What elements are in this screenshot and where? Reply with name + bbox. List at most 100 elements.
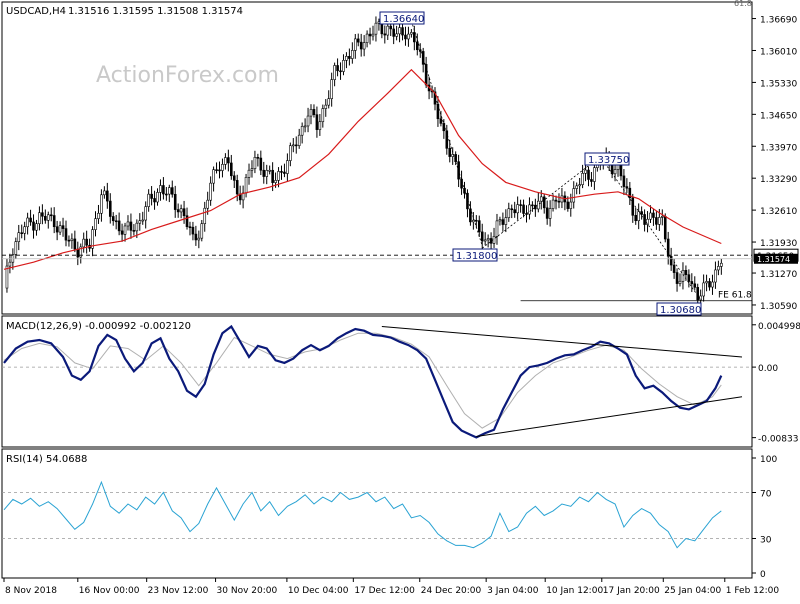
candle [371, 25, 375, 41]
candle [351, 42, 354, 64]
candle [235, 174, 239, 202]
candle [507, 202, 511, 222]
candle [678, 273, 682, 287]
candle [168, 184, 171, 203]
candle [176, 203, 180, 218]
candle [637, 203, 640, 230]
candle [289, 142, 292, 167]
candle [26, 212, 29, 235]
candle [495, 213, 499, 245]
candle [477, 215, 481, 237]
candle [215, 162, 218, 174]
candle [188, 221, 192, 236]
candle [91, 226, 94, 257]
candle [61, 217, 65, 237]
macd-tick-label: 0.00 [758, 364, 778, 374]
candle [153, 190, 156, 210]
candle [182, 200, 186, 224]
candle [655, 211, 658, 230]
candle [336, 58, 339, 77]
candle [280, 165, 283, 180]
candle [259, 150, 263, 176]
candle [138, 213, 142, 231]
price-tick-label: 1.34650 [760, 111, 797, 121]
candle [342, 54, 345, 76]
candle [519, 199, 522, 213]
candle [315, 106, 319, 138]
candle [345, 52, 348, 69]
candle [330, 72, 333, 107]
candle [407, 26, 410, 47]
candle [590, 171, 593, 187]
candle [67, 235, 71, 247]
rsi-chart [2, 480, 752, 549]
candle [498, 216, 502, 226]
candle [162, 177, 165, 200]
candle [705, 274, 708, 292]
rsi-label: RSI(14) 54.0688 [6, 454, 87, 465]
wave-trend-line [599, 156, 701, 301]
svg-text:1.33750: 1.33750 [588, 155, 629, 166]
candle [548, 200, 552, 227]
candle [203, 201, 207, 232]
price-tick-label: 1.36010 [760, 47, 797, 57]
candle [575, 182, 578, 195]
candle [368, 27, 372, 45]
watermark: ActionForex.com [96, 63, 279, 88]
candle [652, 209, 655, 226]
candle [669, 247, 673, 271]
candle [150, 186, 153, 206]
candle [297, 128, 301, 149]
candle [714, 261, 717, 289]
price-panel-frame [1, 1, 753, 315]
candle [640, 206, 643, 220]
candle [513, 201, 516, 218]
candle [711, 274, 714, 295]
candle [383, 25, 387, 44]
candle [631, 193, 635, 223]
candle [170, 180, 174, 198]
candle [690, 273, 694, 293]
macd-tick-label: -0.00833 [758, 435, 798, 445]
candle [516, 196, 519, 220]
candle [415, 33, 419, 56]
ohlc-label: 1.31516 1.31595 1.31508 1.31574 [68, 6, 243, 17]
macd-trend-line [381, 325, 743, 358]
candle [250, 160, 254, 178]
candle [475, 215, 478, 228]
x-tick-label: 17 Jan 20:00 [603, 586, 660, 596]
candle [179, 204, 183, 219]
candle [628, 181, 632, 206]
candle [20, 224, 24, 239]
candle [106, 182, 109, 209]
candle [483, 232, 487, 246]
candle [283, 163, 286, 178]
x-tick-label: 3 Jan 04:00 [487, 586, 539, 596]
x-tick-label: 24 Dec 20:00 [421, 586, 482, 596]
candle [359, 33, 363, 57]
price-annotation: 1.31800 [452, 248, 498, 262]
candle [144, 201, 147, 229]
candle [197, 230, 201, 249]
candle [97, 204, 100, 224]
candle [141, 211, 145, 225]
candle [510, 204, 514, 219]
candle [46, 211, 50, 229]
candle [702, 274, 705, 302]
candle [675, 268, 679, 292]
candle [224, 153, 227, 170]
candle [55, 220, 59, 241]
rsi-tick-label: 0 [760, 570, 766, 580]
macd-tick-label: 0.004998 [758, 322, 800, 332]
candle [218, 161, 221, 179]
candle [486, 234, 490, 248]
candle [70, 233, 74, 249]
candle [35, 219, 38, 236]
candle [212, 166, 215, 192]
candle [418, 43, 422, 58]
price-tick-label: 1.33970 [760, 143, 797, 153]
candle [554, 195, 558, 210]
candle [262, 161, 266, 184]
candle [132, 224, 136, 236]
candle [120, 223, 124, 242]
